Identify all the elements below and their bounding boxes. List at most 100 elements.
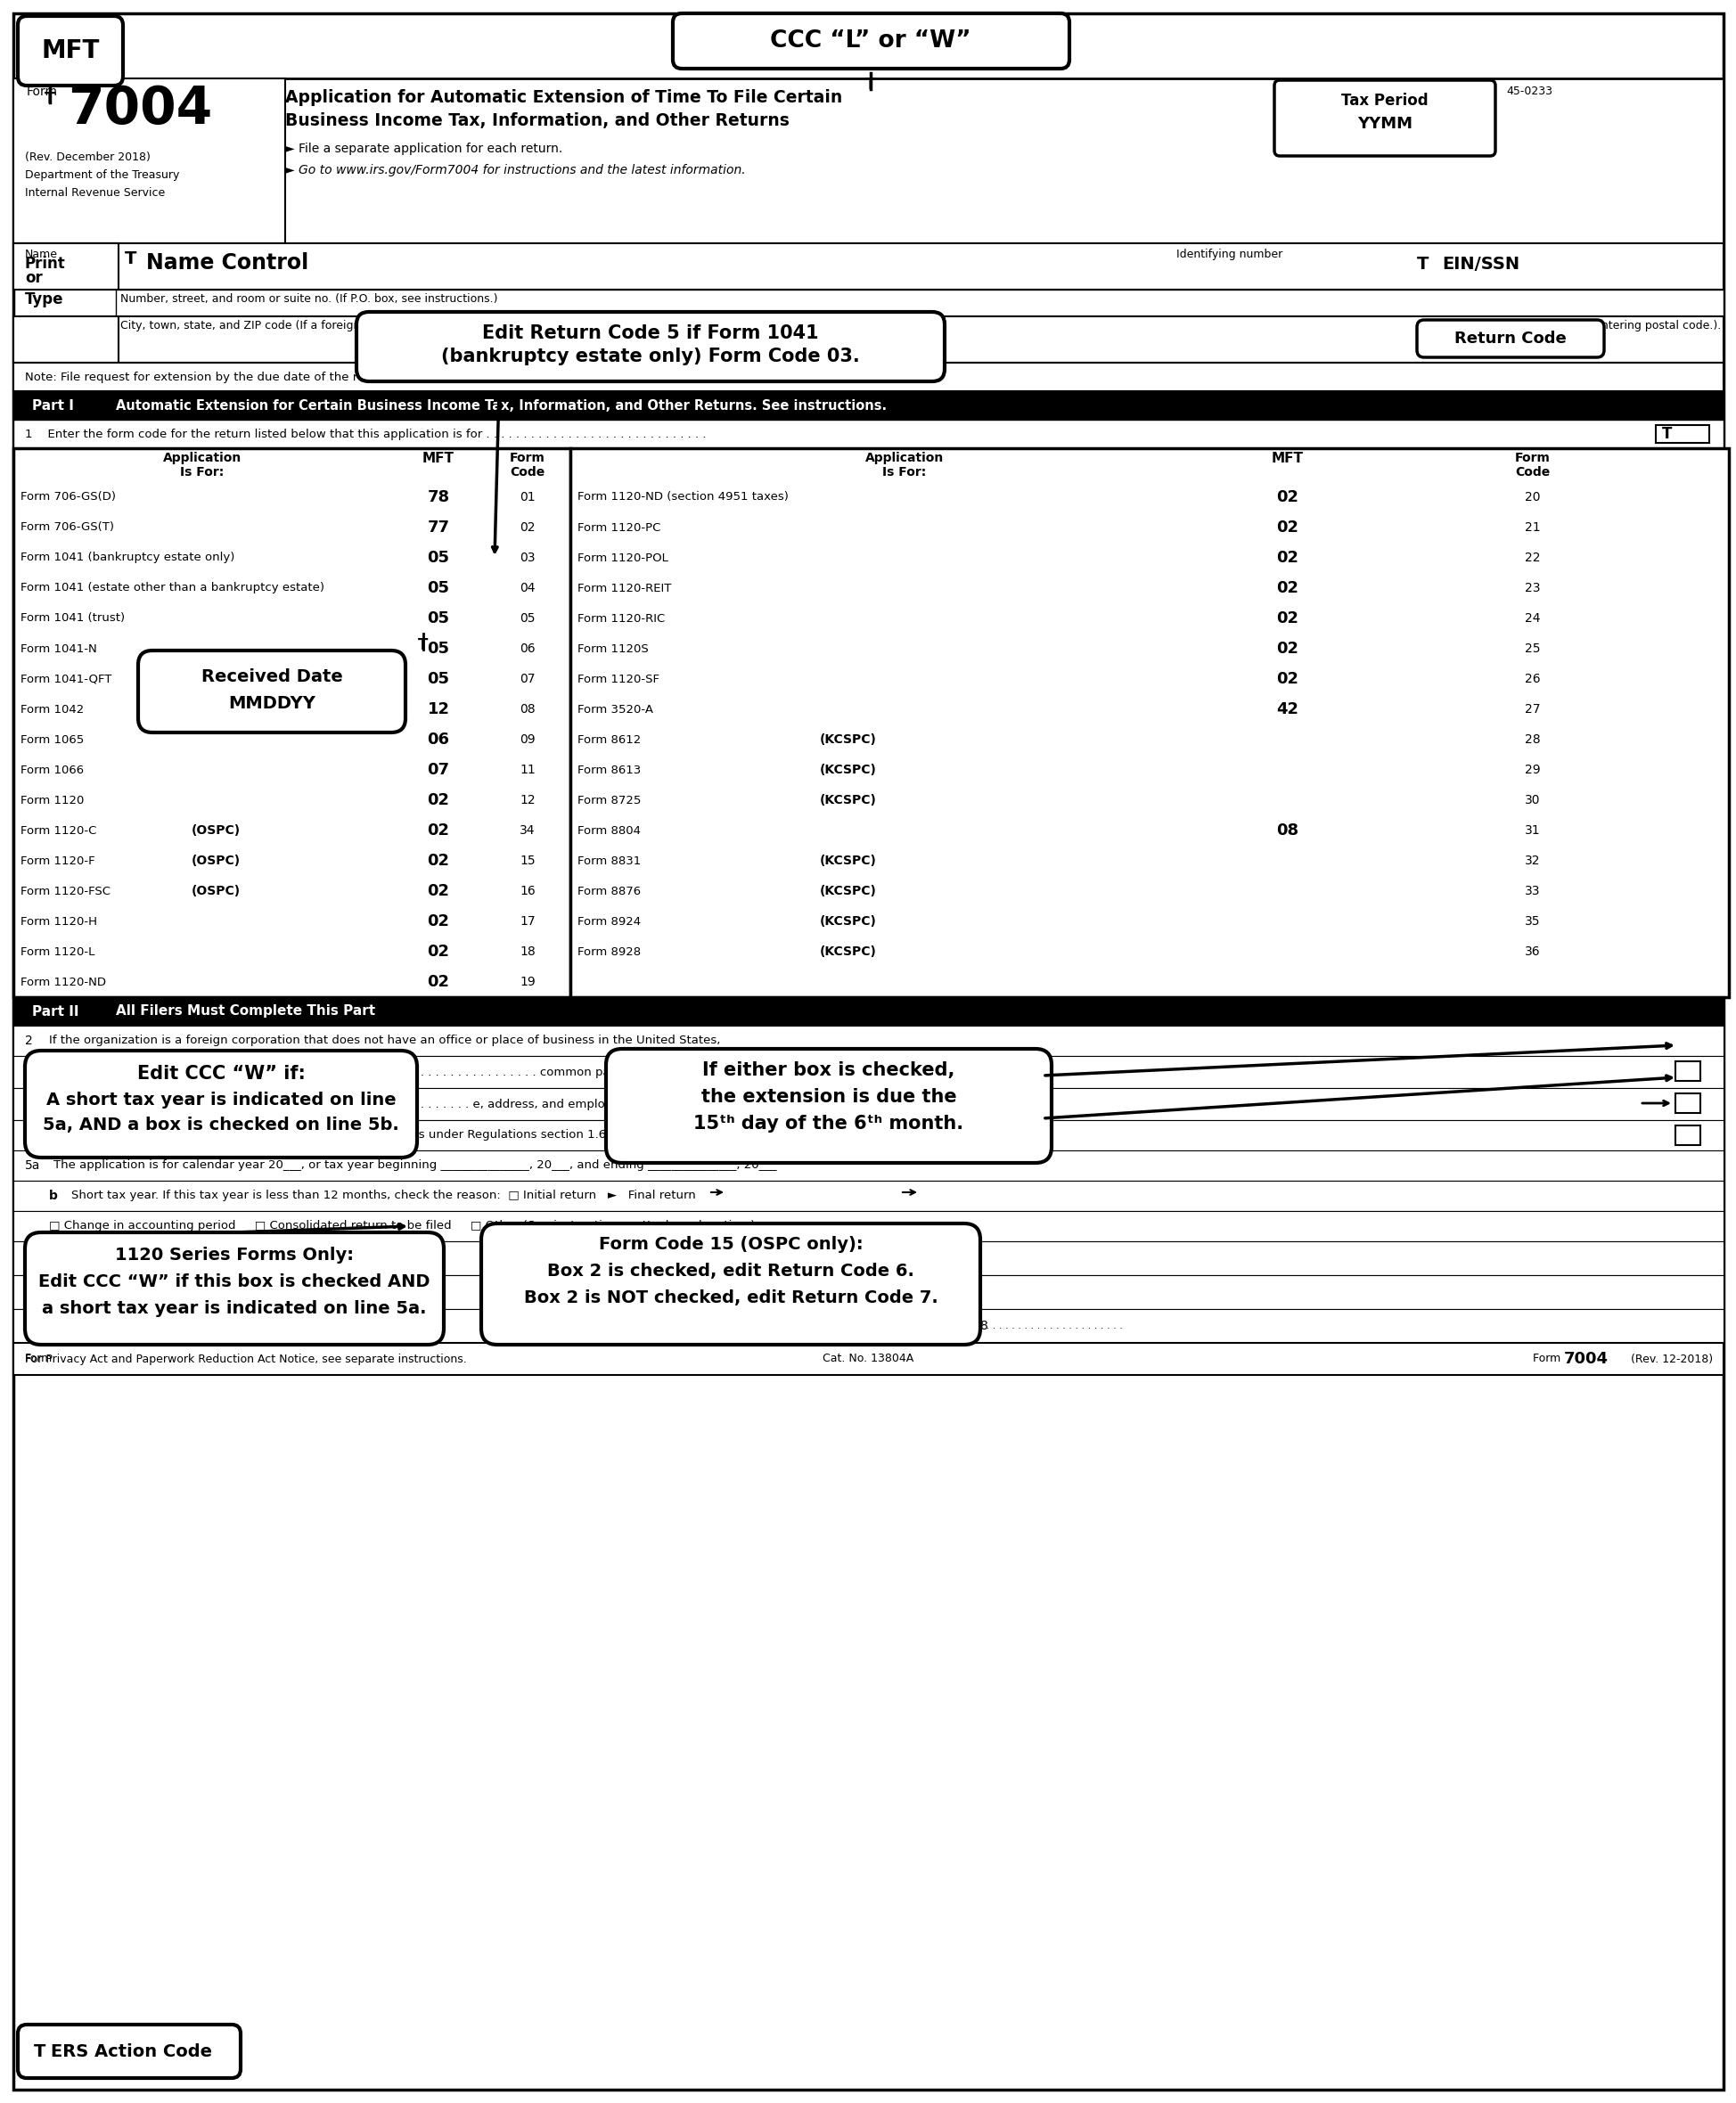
Text: Form 1120-FSC: Form 1120-FSC [21,885,111,896]
Text: Form 706-GS(D): Form 706-GS(D) [21,492,116,503]
Bar [1337,723,1727,755]
Text: 2: 2 [24,1035,33,1047]
Text: . . . . . . . . . . . . . . . . . . . . . common parent of a gro: . . . . . . . . . . . . . . . . . . . . … [384,1066,684,1077]
Bar [1238,604,1337,633]
Bar [14,694,569,723]
Text: (KCSPC): (KCSPC) [819,915,877,927]
Text: 02: 02 [1276,641,1299,656]
Text: Print: Print [24,257,66,271]
Text: T: T [1661,427,1672,442]
Text: 77: 77 [427,519,450,536]
Text: 34: 34 [519,824,535,837]
Text: Form 1066: Form 1066 [21,763,83,776]
Text: 02: 02 [427,944,450,959]
FancyBboxPatch shape [1417,320,1604,358]
Text: 6: 6 [24,1251,33,1264]
Bar [486,755,569,784]
Text: 02: 02 [1276,610,1299,627]
Text: Part II: Part II [31,1005,78,1018]
Text: 24: 24 [1524,612,1540,625]
Bar [1238,543,1337,572]
Text: 02: 02 [1276,490,1299,505]
Text: A short tax year is indicated on line: A short tax year is indicated on line [47,1091,396,1108]
Text: 08: 08 [1276,822,1299,839]
Bar [392,936,486,967]
Text: Tax Period: Tax Period [1340,93,1427,109]
Text: Application for Automatic Extension of Time To File Certain: Application for Automatic Extension of T… [285,88,842,105]
Text: Form 1120-L: Form 1120-L [21,946,95,957]
Text: Cat. No. 13804A: Cat. No. 13804A [823,1352,913,1365]
Bar [14,1087,1722,1121]
Bar [1238,877,1337,906]
Bar [1675,1094,1700,1112]
Bar [14,723,569,755]
Text: 02: 02 [427,974,450,991]
Text: 7004: 7004 [1562,1350,1608,1367]
Text: 26: 26 [1524,673,1540,686]
Text: Form 1120-ND (section 4951 taxes): Form 1120-ND (section 4951 taxes) [576,492,788,503]
Bar [392,448,486,482]
Text: (bankruptcy estate only) Form Code 03.: (bankruptcy estate only) Form Code 03. [441,347,859,366]
Bar [1337,604,1727,633]
Bar [392,572,486,604]
Text: 08: 08 [519,702,535,715]
Bar [14,816,569,845]
Text: Form 1042: Form 1042 [21,705,83,715]
Bar [14,448,569,482]
FancyBboxPatch shape [17,2025,241,2078]
Bar [486,482,569,513]
Text: Form 1120: Form 1120 [21,795,83,805]
Text: (KCSPC): (KCSPC) [819,854,877,866]
Text: 06: 06 [519,644,535,654]
Bar [569,448,1727,482]
Text: 30: 30 [1524,795,1540,805]
Bar [392,604,486,633]
Bar [1337,906,1727,936]
Bar [14,1241,1722,1274]
Text: 01: 01 [519,490,535,503]
Bar [569,665,1727,694]
Bar [486,936,569,967]
Text: Form 1120-PC: Form 1120-PC [576,522,660,534]
Text: Form 8924: Form 8924 [576,915,641,927]
Bar [1337,936,1727,967]
Bar [14,755,569,784]
Text: 8: 8 [979,1321,988,1331]
Text: 05: 05 [427,610,450,627]
Bar [1238,448,1337,482]
Text: Form: Form [26,86,57,99]
Bar [1238,967,1337,997]
Bar [14,315,1722,362]
FancyBboxPatch shape [1274,80,1495,156]
Text: 1    Enter the form code for the return listed below that this application is fo: 1 Enter the form code for the return lis… [24,429,707,440]
Text: 7: 7 [24,1285,33,1298]
Text: Name Control: Name Control [146,252,309,273]
Bar [1238,845,1337,877]
Text: or: or [24,269,42,286]
Bar [569,543,1727,572]
Text: Box 2 is NOT checked, edit Return Code 7.: Box 2 is NOT checked, edit Return Code 7… [524,1289,937,1306]
Text: T: T [1417,257,1429,273]
Text: . . . . . . . . . . . . e, address, and employer: . . . . . . . . . . . . e, address, and … [384,1098,623,1110]
Text: 05: 05 [427,671,450,688]
Text: ERS Action Code: ERS Action Code [52,2042,212,2059]
Text: 31: 31 [1524,824,1540,837]
Bar [14,1150,1722,1180]
Text: Form: Form [1533,1352,1564,1365]
Text: (KCSPC): (KCSPC) [819,734,877,747]
Text: Form
Code: Form Code [510,452,545,479]
Text: MFT: MFT [1271,452,1304,465]
Text: 12: 12 [427,700,450,717]
Text: 06: 06 [427,732,450,749]
Bar [486,877,569,906]
Text: Box 2 is checked, edit Return Code 6.: Box 2 is checked, edit Return Code 6. [547,1262,913,1279]
Text: 15: 15 [519,854,535,866]
Text: 36: 36 [1524,946,1540,959]
Bar [1238,572,1337,604]
Text: 02: 02 [519,522,535,534]
Bar [569,482,1727,513]
Bar [1238,694,1337,723]
Text: 5a: 5a [24,1159,40,1171]
Bar [569,936,1727,967]
Bar [14,1056,1722,1087]
